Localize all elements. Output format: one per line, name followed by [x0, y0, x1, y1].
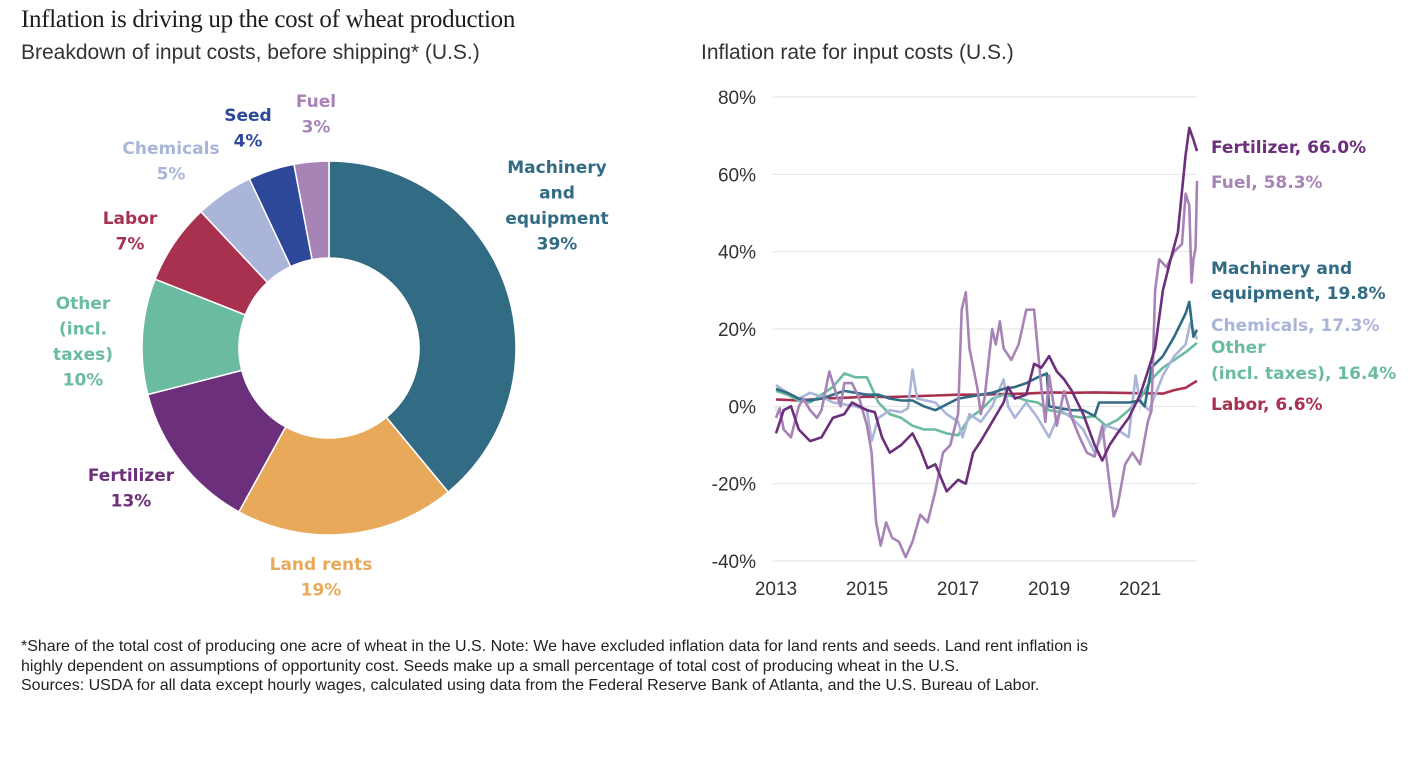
y-tick-label: -40% — [712, 552, 756, 573]
y-tick-label: -20% — [712, 475, 756, 496]
donut-slice-land-rents — [237, 416, 450, 536]
y-tick-label: 80% — [718, 88, 756, 109]
line-y-ticks: 80% 60% 40% 20% 0% -20% -40% — [712, 88, 756, 573]
series-line-fertilizer — [774, 126, 1199, 493]
end-label-other-incl-taxes: Other (incl. taxes), 16.4% — [1211, 338, 1396, 384]
chart-title: Inflation is driving up the cost of whea… — [21, 6, 516, 33]
donut-label-fuel: Fuel 3% — [296, 92, 336, 138]
donut-label-land-rents: Land rents 19% — [270, 555, 373, 601]
end-label-labor: Labor, 6.6% — [1211, 395, 1323, 415]
end-label-fuel: Fuel, 58.3% — [1211, 173, 1323, 193]
y-tick-label: 40% — [718, 243, 756, 264]
y-tick-label: 0% — [729, 397, 757, 418]
donut-label-seed: Seed 4% — [224, 106, 271, 152]
sources: Sources: USDA for all data except hourly… — [21, 677, 1040, 694]
line-gridlines — [773, 96, 1197, 562]
footer: *Share of the total cost of producing on… — [21, 637, 1101, 696]
y-tick-label: 20% — [718, 320, 756, 341]
donut-slice-machinery-and-equipment — [328, 160, 517, 494]
donut-label-other-incl-taxes: Other (incl. taxes) 10% — [53, 294, 113, 391]
x-tick-label: 2017 — [937, 579, 979, 600]
end-label-machinery-and-equipment: Machinery and equipment, 19.8% — [1211, 259, 1386, 304]
line-end-labels: Labor, 6.6% Other (incl. taxes), 16.4%Chem… — [1211, 138, 1396, 415]
x-tick-label: 2021 — [1119, 579, 1161, 600]
series-line-chemicals — [775, 321, 1199, 454]
x-tick-label: 2019 — [1028, 579, 1070, 600]
donut-label-fertilizer: Fertilizer 13% — [88, 466, 175, 512]
donut-label-labor: Labor 7% — [103, 209, 158, 255]
series-line-fuel — [774, 180, 1199, 559]
footnote: *Share of the total cost of producing on… — [21, 638, 1089, 675]
donut-labels: Machinery and equipment 39% Land rents 19% Fer… — [53, 92, 609, 601]
series-line-other-incl-taxes — [775, 341, 1198, 437]
donut-label-machinery-and-equipment: Machinery and equipment 39% — [505, 158, 608, 255]
donut-chart — [141, 160, 517, 536]
x-tick-label: 2015 — [846, 579, 888, 600]
donut-slice-fuel — [293, 160, 330, 261]
x-tick-label: 2013 — [755, 579, 797, 600]
line-x-ticks: 2013 2015 2017 2019 2021 — [755, 406, 1161, 600]
line-series — [774, 126, 1199, 559]
line-subtitle: Inflation rate for input costs (U.S.) — [701, 41, 1014, 64]
y-tick-label: 60% — [718, 165, 756, 186]
donut-label-chemicals: Chemicals 5% — [122, 139, 219, 185]
end-label-chemicals: Chemicals, 17.3% — [1211, 316, 1380, 336]
end-label-fertilizer: Fertilizer, 66.0% — [1211, 138, 1366, 158]
donut-subtitle: Breakdown of input costs, before shippin… — [21, 41, 480, 64]
